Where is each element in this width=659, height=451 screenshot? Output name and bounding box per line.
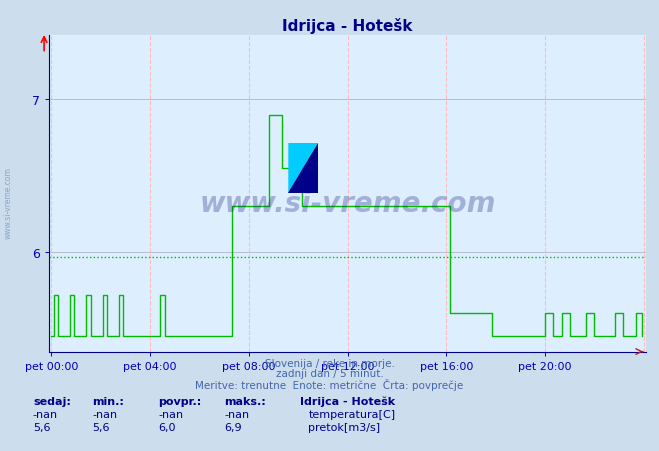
Text: Slovenija / reke in morje.: Slovenija / reke in morje.: [264, 359, 395, 368]
Text: sedaj:: sedaj:: [33, 396, 71, 405]
Text: Meritve: trenutne  Enote: metrične  Črta: povprečje: Meritve: trenutne Enote: metrične Črta: …: [195, 378, 464, 390]
Polygon shape: [289, 143, 318, 194]
Text: povpr.:: povpr.:: [158, 396, 202, 405]
Text: Idrijca - Hotešk: Idrijca - Hotešk: [300, 395, 395, 405]
Text: 5,6: 5,6: [33, 422, 51, 432]
Text: -nan: -nan: [92, 409, 117, 419]
Text: temperatura[C]: temperatura[C]: [308, 409, 395, 419]
Text: pretok[m3/s]: pretok[m3/s]: [308, 422, 380, 432]
Text: 6,9: 6,9: [224, 422, 242, 432]
Title: Idrijca - Hotešk: Idrijca - Hotešk: [282, 18, 413, 33]
Text: maks.:: maks.:: [224, 396, 266, 405]
Polygon shape: [289, 143, 318, 169]
Text: 5,6: 5,6: [92, 422, 110, 432]
Text: min.:: min.:: [92, 396, 124, 405]
Text: zadnji dan / 5 minut.: zadnji dan / 5 minut.: [275, 368, 384, 378]
Text: -nan: -nan: [33, 409, 58, 419]
Text: 6,0: 6,0: [158, 422, 176, 432]
Text: -nan: -nan: [224, 409, 249, 419]
Text: www.si-vreme.com: www.si-vreme.com: [3, 167, 13, 239]
Polygon shape: [289, 143, 318, 194]
Text: -nan: -nan: [158, 409, 183, 419]
Text: www.si-vreme.com: www.si-vreme.com: [200, 189, 496, 217]
